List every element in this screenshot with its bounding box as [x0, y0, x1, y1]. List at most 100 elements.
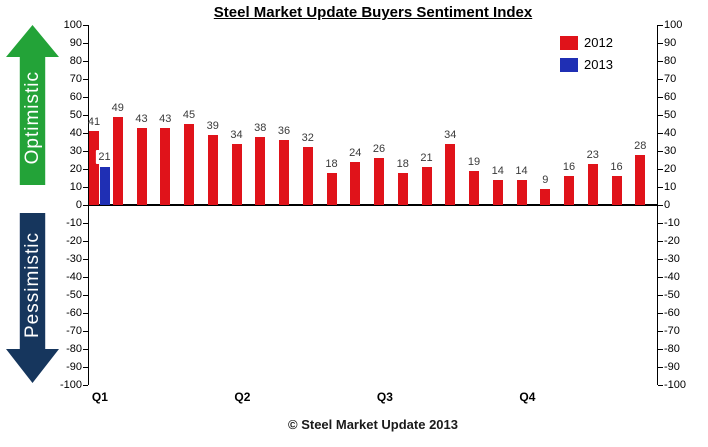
y-axis-tick — [658, 114, 663, 116]
y-axis-tick-label: -20 — [66, 235, 82, 247]
bar-value-label: 28 — [634, 139, 647, 152]
y-axis-tick — [83, 60, 88, 62]
y-axis-tick-label: 30 — [664, 145, 677, 157]
y-axis-tick — [658, 384, 663, 386]
category-slot: 49 — [112, 25, 136, 205]
bar-value-label: 43 — [159, 112, 172, 125]
quarter-label-q4: Q4 — [519, 390, 536, 404]
y-axis-tick — [83, 366, 88, 368]
y-axis-tick — [658, 222, 663, 224]
y-axis-tick — [658, 186, 663, 188]
copyright-footer: © Steel Market Update 2013 — [288, 417, 458, 432]
y-axis-tick — [658, 78, 663, 80]
category-slot: 16 — [563, 25, 587, 205]
y-axis-tick-label: 70 — [69, 73, 82, 85]
category-slot: 21 — [420, 25, 445, 205]
y-axis-tick-label: 60 — [69, 91, 82, 103]
category-slot: 19 — [468, 25, 492, 205]
y-axis-tick-label: 90 — [664, 37, 677, 49]
y-axis-tick — [83, 42, 88, 44]
quarter-label-q1: Q1 — [91, 390, 108, 404]
bar-2013 — [99, 167, 110, 205]
y-axis-tick-label: -50 — [664, 289, 680, 301]
y-axis-tick — [83, 258, 88, 260]
category-slot: 41 21 — [87, 25, 114, 205]
bar-value-label: 9 — [542, 173, 549, 186]
bar-value-label: 34 — [230, 128, 243, 141]
bar-2012 — [302, 147, 313, 205]
y-axis-tick-label: 40 — [664, 127, 677, 139]
chart-title: Steel Market Update Buyers Sentiment Ind… — [213, 4, 533, 21]
category-slot: 24 — [349, 25, 373, 205]
bar-value-label: 36 — [277, 125, 291, 138]
category-slot: 16 — [610, 25, 635, 205]
bar-value-label: 34 — [444, 128, 457, 141]
y-axis-tick-label: 10 — [69, 181, 82, 193]
y-axis-tick-label: -10 — [664, 217, 680, 229]
y-axis-tick — [658, 42, 663, 44]
y-axis-tick-label: -50 — [66, 289, 82, 301]
bar-2012 — [350, 161, 361, 205]
y-axis-tick-label: -70 — [664, 325, 680, 337]
bar-value-label: 21 — [95, 150, 114, 165]
y-axis-tick-label: 0 — [75, 199, 82, 211]
category-slot: 26 — [373, 25, 397, 205]
bar-2012 — [279, 140, 289, 205]
y-axis-tick-label: 100 — [664, 19, 683, 31]
y-axis-tick-label: 40 — [69, 127, 82, 139]
category-slot: 28 — [634, 25, 658, 205]
y-axis-tick-label: -60 — [664, 307, 680, 319]
bar-value-label: 24 — [349, 146, 362, 159]
y-axis-tick — [83, 78, 88, 80]
bar-2012 — [231, 143, 242, 205]
y-axis-tick-label: -100 — [59, 379, 82, 391]
y-axis-tick-label: 10 — [664, 181, 677, 193]
y-axis-tick — [658, 348, 663, 350]
y-axis-tick-label: 50 — [69, 109, 82, 121]
category-slot: 18 — [397, 25, 421, 205]
zero-baseline — [88, 204, 658, 206]
y-axis-tick — [83, 204, 88, 206]
category-slot: 34 — [444, 25, 468, 205]
bar-value-label: 39 — [206, 119, 219, 132]
bar-value-label: 38 — [254, 121, 267, 134]
y-axis-tick-label: 50 — [664, 109, 677, 121]
y-axis-tick — [658, 276, 663, 278]
y-axis-tick-label: 70 — [664, 73, 677, 85]
bar-2012 — [587, 163, 598, 205]
bar-value-label: 49 — [111, 101, 124, 114]
bar-value-label: 16 — [610, 161, 623, 174]
y-axis-tick-label: -30 — [664, 253, 680, 265]
y-axis-tick — [658, 366, 663, 368]
category-slot: 18 — [325, 25, 350, 205]
bar-2012 — [516, 179, 527, 205]
y-axis-tick-label: 80 — [69, 55, 82, 67]
y-axis-tick-label: 0 — [664, 199, 671, 211]
category-slot: 36 — [278, 25, 302, 205]
y-axis-tick — [83, 132, 88, 134]
bar-2012 — [326, 172, 337, 205]
y-axis-tick-label: 20 — [664, 163, 677, 175]
y-axis-tick — [83, 222, 88, 224]
bar-2012 — [255, 136, 266, 205]
y-axis-tick-label: -30 — [66, 253, 82, 265]
y-axis-tick — [658, 150, 663, 152]
y-axis-tick — [658, 132, 663, 134]
y-axis-tick-label: -60 — [66, 307, 82, 319]
legend-label: 2012 — [584, 35, 613, 50]
y-axis-tick-label: -100 — [664, 379, 687, 391]
y-axis-tick — [83, 384, 88, 386]
y-axis-tick — [83, 168, 88, 170]
y-axis-tick-label: -80 — [664, 343, 680, 355]
bar-2012 — [374, 158, 384, 205]
y-axis-tick — [83, 348, 88, 350]
bar-value-label: 41 — [87, 116, 101, 129]
category-slot: 23 — [587, 25, 611, 205]
bar-2012 — [112, 116, 123, 205]
y-axis-tick — [83, 114, 88, 116]
bar-2012 — [160, 127, 171, 205]
y-axis-tick — [83, 294, 88, 296]
y-axis-tick — [658, 60, 663, 62]
y-axis-tick-label: 100 — [63, 19, 82, 31]
bar-2012 — [540, 188, 551, 205]
